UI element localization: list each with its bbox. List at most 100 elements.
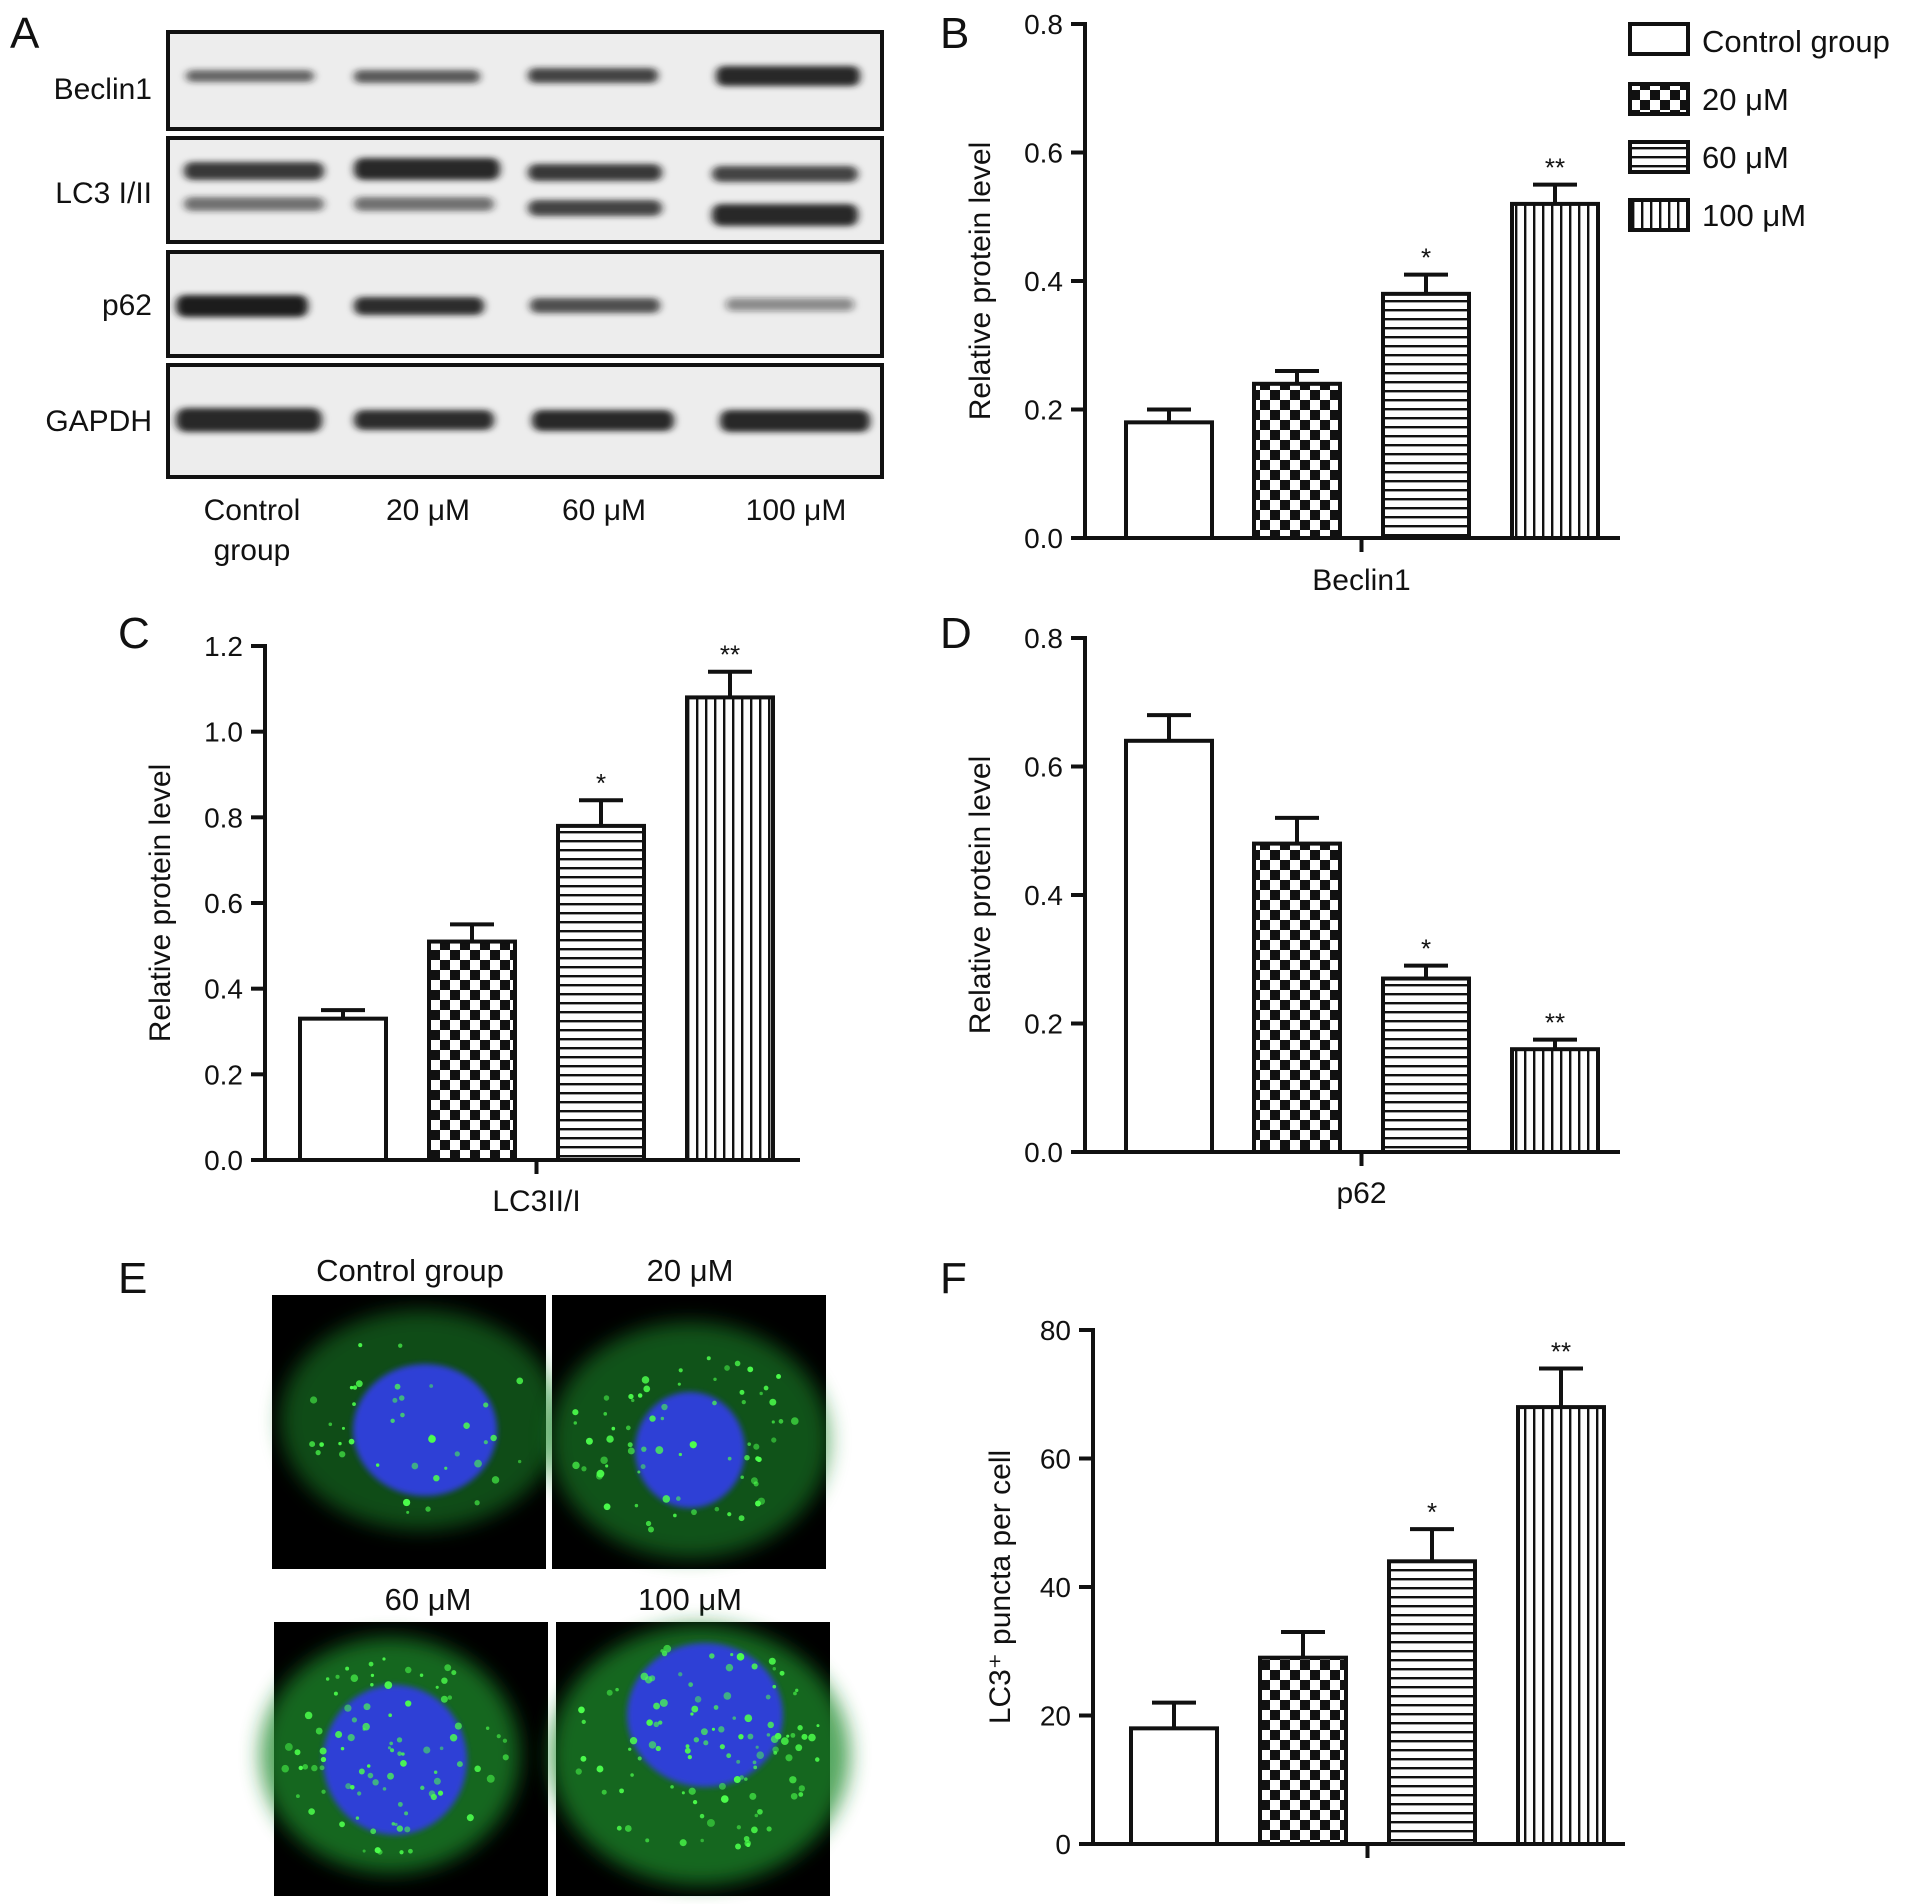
lc3-punctum bbox=[338, 1441, 342, 1446]
lane-label: Control bbox=[204, 494, 301, 527]
y-tick-label: 0.0 bbox=[204, 1145, 243, 1176]
lc3-punctum bbox=[773, 1751, 778, 1755]
image-title: 20 μM bbox=[647, 1253, 734, 1288]
lc3-punctum bbox=[649, 1415, 656, 1422]
lc3-punctum bbox=[441, 1677, 448, 1684]
microscopy-image-control bbox=[272, 1295, 560, 1569]
lc3-punctum bbox=[747, 1733, 754, 1740]
lc3-punctum bbox=[744, 1714, 753, 1723]
significance-marker: * bbox=[596, 768, 606, 798]
lc3-punctum bbox=[308, 1808, 315, 1815]
lc3-punctum bbox=[727, 1456, 732, 1461]
lc3-punctum bbox=[372, 1779, 379, 1786]
lc3-punctum bbox=[692, 1799, 698, 1805]
lc3-punctum bbox=[772, 1667, 777, 1671]
lc3-punctum bbox=[749, 1792, 757, 1800]
lc3-punctum bbox=[284, 1743, 293, 1751]
legend-swatch-control bbox=[1628, 22, 1690, 56]
lc3-punctum bbox=[440, 1695, 448, 1703]
lc3-punctum bbox=[463, 1422, 470, 1429]
lc3-punctum bbox=[628, 1747, 632, 1751]
lc3-punctum bbox=[627, 1442, 633, 1448]
lc3-punctum bbox=[627, 1447, 635, 1455]
y-tick-label: 0.4 bbox=[1024, 880, 1063, 911]
legend-swatch-20um bbox=[1628, 82, 1690, 116]
lc3-punctum bbox=[406, 1510, 410, 1514]
lc3-punctum bbox=[738, 1515, 745, 1522]
bar bbox=[298, 1016, 388, 1163]
y-tick-label: 1.2 bbox=[204, 631, 243, 662]
lc3-punctum bbox=[797, 1725, 803, 1731]
lc3-punctum bbox=[382, 1787, 387, 1791]
lc3-punctum bbox=[611, 1426, 616, 1431]
lc3-punctum bbox=[517, 1459, 522, 1464]
blot-band bbox=[186, 70, 314, 82]
legend-label: 20 μM bbox=[1702, 82, 1789, 117]
lc3-punctum bbox=[433, 1474, 440, 1482]
blot-band bbox=[726, 298, 854, 311]
y-tick-label: 0.8 bbox=[1024, 9, 1063, 40]
lc3-punctum bbox=[738, 1733, 744, 1740]
significance-marker: ** bbox=[1551, 1337, 1571, 1367]
lc3-punctum bbox=[646, 1719, 653, 1726]
lc3-punctum bbox=[630, 1773, 634, 1777]
lc3-punctum bbox=[740, 1475, 744, 1480]
bar bbox=[1252, 381, 1342, 540]
lc3-punctum bbox=[392, 1397, 398, 1403]
lc3-punctum bbox=[600, 1456, 608, 1464]
lc3-punctum bbox=[605, 1464, 609, 1468]
lc3-punctum bbox=[358, 1343, 363, 1348]
lc3-punctum bbox=[661, 1403, 668, 1411]
legend-label: 60 μM bbox=[1702, 140, 1789, 175]
lc3-punctum bbox=[659, 1698, 668, 1707]
lc3-punctum bbox=[798, 1792, 804, 1797]
lc3-punctum bbox=[741, 1399, 746, 1405]
lc3-punctum bbox=[370, 1828, 377, 1835]
lc3-punctum bbox=[751, 1477, 758, 1485]
lc3-punctum bbox=[402, 1498, 411, 1507]
lc3-punctum bbox=[673, 1513, 677, 1518]
y-axis-title: LC3⁺ puncta per cell bbox=[984, 1450, 1017, 1724]
blot-band bbox=[720, 410, 870, 432]
lc3-punctum bbox=[429, 1384, 434, 1388]
lc3-punctum bbox=[690, 1712, 694, 1716]
lc3-punctum bbox=[502, 1754, 509, 1761]
significance-marker: ** bbox=[720, 640, 740, 670]
bar bbox=[1381, 976, 1471, 1155]
lc3-punctum bbox=[437, 1790, 444, 1796]
lc3-punctum bbox=[693, 1737, 700, 1743]
lc3-punctum bbox=[377, 1849, 383, 1855]
lc3-punctum bbox=[319, 1442, 324, 1447]
lc3-punctum bbox=[401, 1752, 405, 1756]
y-tick-label: 0.6 bbox=[204, 888, 243, 919]
lc3-punctum bbox=[688, 1682, 694, 1687]
image-title: Control group bbox=[316, 1253, 504, 1288]
lc3-punctum bbox=[653, 1702, 660, 1710]
lc3-punctum bbox=[660, 1416, 665, 1421]
lc3-punctum bbox=[447, 1695, 453, 1700]
lc3-punctum bbox=[616, 1825, 622, 1831]
panel-letter-a: A bbox=[10, 9, 40, 58]
significance-marker: * bbox=[1421, 934, 1431, 964]
microscopy-image-20um bbox=[550, 1295, 830, 1569]
lc3-punctum bbox=[339, 1451, 346, 1458]
lc3-punctum bbox=[350, 1674, 359, 1682]
lc3-punctum bbox=[341, 1426, 345, 1430]
lane-label: 100 μM bbox=[746, 494, 847, 527]
lc3-punctum bbox=[660, 1649, 664, 1653]
lc3-punctum bbox=[397, 1751, 402, 1756]
lc3-punctum bbox=[718, 1782, 726, 1790]
lc3-punctum bbox=[676, 1496, 681, 1501]
lc3-punctum bbox=[645, 1838, 650, 1843]
lc3-punctum bbox=[808, 1733, 816, 1742]
bar bbox=[685, 695, 775, 1163]
lc3-punctum bbox=[709, 1653, 715, 1659]
lc3-punctum bbox=[706, 1356, 711, 1361]
legend-label: Control group bbox=[1702, 24, 1890, 59]
lc3-punctum bbox=[615, 1687, 619, 1692]
lc3-punctum bbox=[572, 1409, 579, 1416]
y-tick-label: 0.8 bbox=[1024, 623, 1063, 654]
lc3-punctum bbox=[454, 1722, 462, 1730]
bar bbox=[1516, 1405, 1606, 1846]
